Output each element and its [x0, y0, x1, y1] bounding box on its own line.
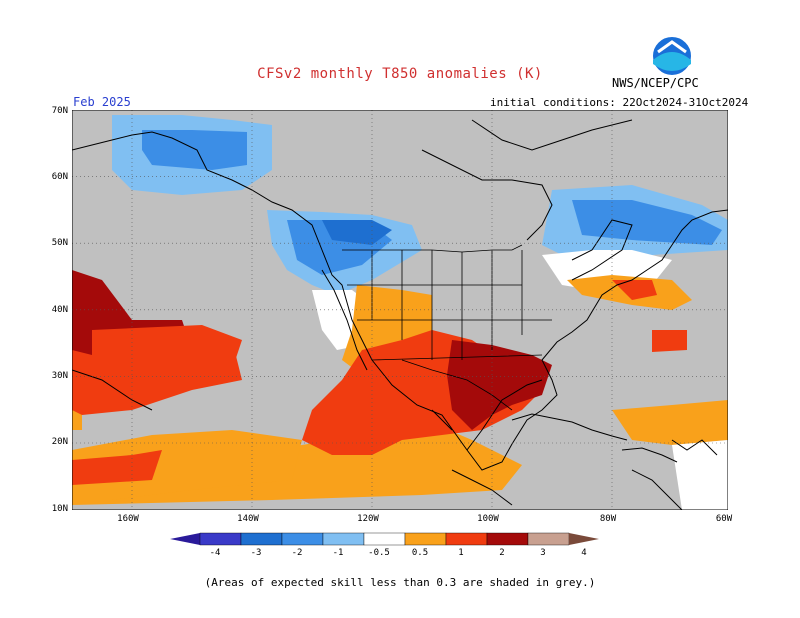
- lon-label-140w: 140W: [237, 514, 259, 524]
- lat-label-20n: 20N: [51, 437, 68, 447]
- warm-region-caribbean: [612, 400, 728, 445]
- colorbar-label: 0.5: [411, 548, 429, 558]
- colorbar-label: 1: [458, 548, 464, 558]
- colorbar-bin: [199, 532, 242, 546]
- colorbar-bin: [445, 532, 488, 546]
- colorbar-bin: [486, 532, 529, 546]
- agency-label: NWS/NCEP/CPC: [612, 76, 699, 90]
- footnote: (Areas of expected skill less than 0.3 a…: [204, 576, 596, 589]
- colorbar-label: 3: [540, 548, 546, 558]
- colorbar-label: 2: [499, 548, 505, 558]
- colorbar-bin: [404, 532, 447, 546]
- colorbar-bin: [527, 532, 570, 546]
- lat-lon-grid: [72, 110, 728, 510]
- coastlines: [72, 119, 728, 510]
- lat-label-50n: 50N: [51, 238, 68, 248]
- lon-label-160w: 160W: [117, 514, 139, 524]
- cold-region-quebec-core: [572, 200, 722, 245]
- colorbar-bin: [363, 532, 406, 546]
- lon-label-100w: 100W: [477, 514, 499, 524]
- lat-label-60n: 60N: [51, 172, 68, 182]
- colorbar-arrow-high: [569, 533, 599, 545]
- anomaly-map: [72, 110, 728, 510]
- neutral-region-atlantic-south: [672, 440, 728, 510]
- lat-label-30n: 30N: [51, 371, 68, 381]
- colorbar-label: 4: [581, 548, 587, 558]
- hot-region-northeast: [612, 280, 657, 300]
- colorbar-bin: [240, 532, 283, 546]
- colorbar-bin: [322, 532, 365, 546]
- lat-label-70n: 70N: [51, 106, 68, 116]
- initial-conditions-label: initial conditions: 22Oct2024-31Oct2024: [490, 96, 749, 109]
- lon-label-80w: 80W: [599, 514, 617, 524]
- valid-month-label: Feb 2025: [73, 95, 131, 109]
- very-hot-region-texas: [447, 340, 552, 430]
- noaa-logo: [651, 35, 693, 77]
- colorbar-label: -1: [332, 548, 344, 558]
- colorbar-label: -3: [250, 548, 262, 558]
- lon-label-60w: 60W: [715, 514, 733, 524]
- lat-label-10n: 10N: [51, 504, 68, 514]
- political-borders: [342, 244, 552, 411]
- colorbar-label: -4: [209, 548, 221, 558]
- cold-region-bc-deep: [322, 220, 392, 245]
- colorbar-bin: [281, 532, 324, 546]
- colorbar-arrow-low: [170, 533, 200, 545]
- colorbar: [170, 532, 599, 546]
- lat-label-40n: 40N: [51, 305, 68, 315]
- colorbar-label: -0.5: [368, 548, 390, 558]
- map-title: CFSv2 monthly T850 anomalies (K): [257, 66, 543, 82]
- cold-region-alaska-core: [142, 130, 247, 170]
- hot-region-west-pacific: [92, 325, 242, 380]
- warm-region-tropical-pacific: [72, 430, 302, 500]
- hot-region-atlantic: [652, 330, 687, 352]
- lon-label-120w: 120W: [357, 514, 379, 524]
- colorbar-label: -2: [291, 548, 303, 558]
- anomaly-shading: [72, 115, 728, 510]
- hot-region-tropical-pacific: [72, 450, 162, 485]
